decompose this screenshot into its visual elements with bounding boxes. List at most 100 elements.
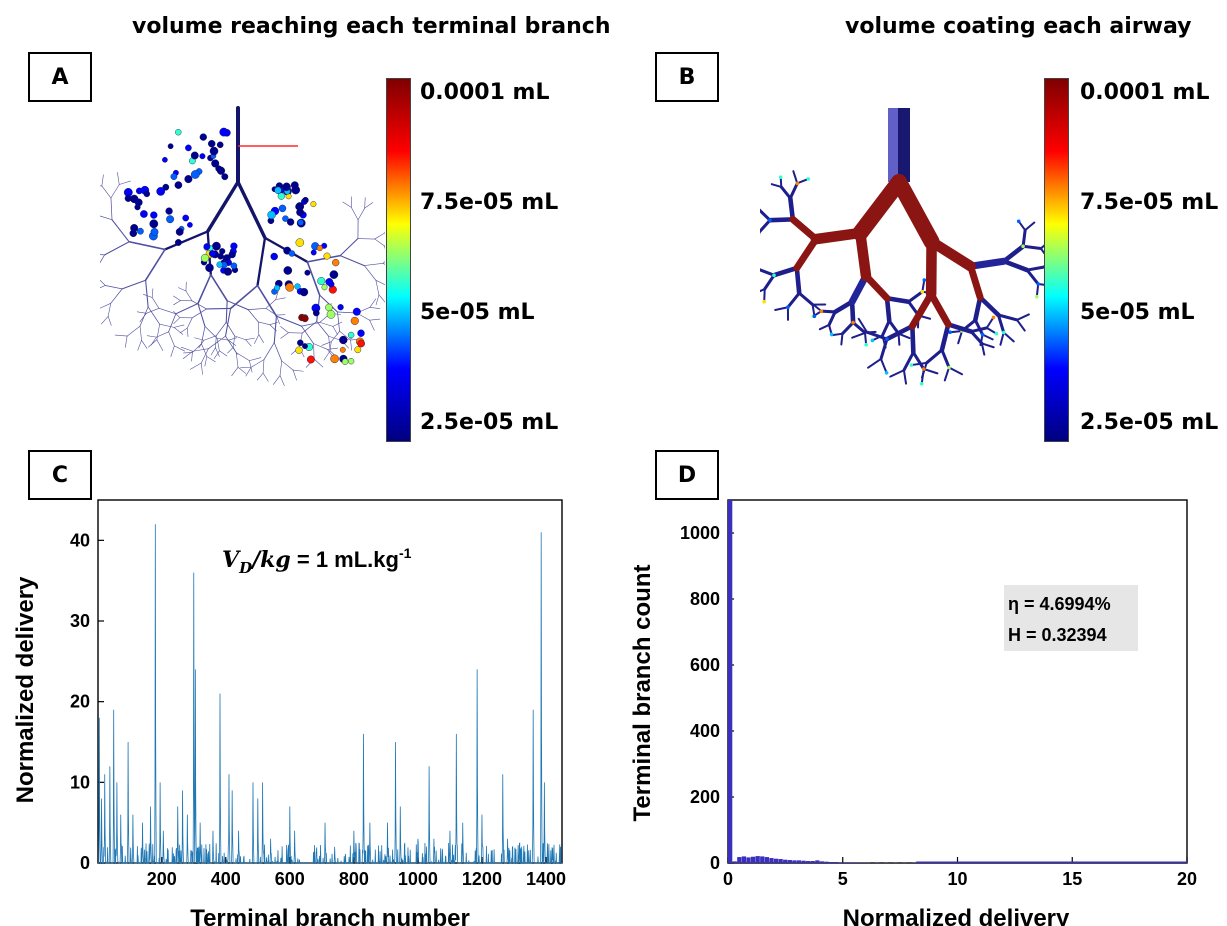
airway-tube bbox=[889, 369, 905, 378]
airway-segment bbox=[235, 352, 250, 361]
chart-d-bar bbox=[769, 858, 774, 863]
chart-c-xtick-label: 200 bbox=[147, 869, 177, 889]
airway-tube bbox=[863, 331, 868, 346]
terminal-sphere bbox=[205, 263, 214, 273]
terminal-sphere bbox=[310, 201, 317, 208]
airway-segment bbox=[148, 339, 158, 348]
airway-segment bbox=[306, 254, 342, 263]
chart-d-bar bbox=[847, 862, 852, 863]
airway-segment bbox=[235, 352, 239, 368]
airway-tip bbox=[1036, 282, 1040, 286]
terminal-sphere bbox=[325, 278, 334, 286]
panel-label-d: D bbox=[655, 450, 719, 500]
terminal-sphere bbox=[187, 222, 193, 228]
airway-tube bbox=[902, 350, 915, 372]
airway-tube bbox=[763, 287, 766, 303]
terminal-sphere bbox=[170, 173, 178, 180]
chart-d-h: H = 0.32394 bbox=[1008, 625, 1107, 645]
airway-tube bbox=[940, 348, 951, 369]
airway-segment bbox=[369, 306, 381, 310]
chart-c-ytick-label: 10 bbox=[70, 772, 90, 792]
airway-segment bbox=[339, 255, 365, 267]
terminal-sphere bbox=[326, 310, 336, 319]
airway-segment bbox=[339, 238, 359, 257]
airway-segment bbox=[163, 230, 209, 251]
airway-segment bbox=[173, 300, 181, 306]
trachea-tube-shade bbox=[898, 108, 910, 182]
airway-segment bbox=[175, 302, 199, 315]
chart-c-ytick-label: 40 bbox=[70, 530, 90, 550]
airway-tube bbox=[907, 290, 924, 304]
airway-tube bbox=[1025, 265, 1046, 272]
airway-tip bbox=[870, 338, 875, 343]
airway-segment bbox=[191, 352, 193, 362]
terminal-sphere bbox=[290, 181, 299, 190]
airway-segment bbox=[279, 360, 283, 376]
airway-segment bbox=[254, 334, 260, 344]
airway-segment bbox=[101, 174, 104, 187]
airway-tube bbox=[770, 183, 783, 188]
airway-tube bbox=[767, 217, 796, 223]
airway-segment bbox=[247, 307, 267, 310]
terminal-sphere bbox=[184, 175, 193, 184]
terminal-sphere bbox=[212, 241, 221, 251]
terminal-sphere bbox=[203, 243, 211, 251]
airway-segment bbox=[364, 197, 366, 209]
airway-tube bbox=[969, 326, 989, 334]
terminal-sphere bbox=[174, 239, 182, 246]
terminal-sphere bbox=[302, 196, 309, 204]
airway-tube bbox=[794, 265, 802, 296]
chart-d-ytick-label: 0 bbox=[710, 853, 720, 873]
terminal-sphere bbox=[167, 143, 174, 150]
terminal-sphere bbox=[330, 354, 339, 364]
airway-tube bbox=[980, 342, 986, 356]
airway-tip bbox=[922, 367, 926, 371]
airway-segment bbox=[232, 335, 236, 348]
airway-tube bbox=[884, 323, 915, 342]
colorbar-b-tick-4: 2.5e-05 mL bbox=[1080, 410, 1219, 435]
panel-b-airway-tree bbox=[760, 108, 1050, 386]
terminal-sphere bbox=[341, 358, 349, 365]
airway-segment bbox=[263, 342, 275, 360]
terminal-sphere bbox=[339, 346, 346, 353]
airway-segment bbox=[118, 180, 131, 185]
terminal-sphere bbox=[150, 211, 158, 219]
airway-tube bbox=[1021, 228, 1027, 248]
airway-segment bbox=[319, 294, 339, 313]
airway-segment bbox=[245, 366, 252, 377]
airway-tube bbox=[865, 330, 889, 341]
terminal-sphere bbox=[316, 245, 323, 252]
airway-segment bbox=[151, 288, 154, 298]
airway-tip bbox=[922, 278, 927, 282]
terminal-sphere bbox=[162, 183, 170, 191]
chart-d-bar bbox=[783, 859, 788, 863]
airway-segment bbox=[141, 339, 148, 349]
airway-segment bbox=[100, 185, 103, 187]
terminal-sphere bbox=[288, 250, 296, 257]
airway-segment bbox=[330, 330, 340, 342]
airway-segment bbox=[173, 317, 181, 325]
airway-segment bbox=[107, 316, 112, 326]
airway-segment bbox=[247, 309, 259, 323]
airway-segment bbox=[265, 299, 276, 309]
terminal-sphere bbox=[329, 270, 339, 279]
airway-segment bbox=[117, 172, 120, 185]
airway-segment bbox=[273, 342, 283, 362]
airway-segment bbox=[306, 261, 321, 296]
airway-segment bbox=[173, 327, 184, 335]
airway-tube bbox=[884, 295, 892, 324]
terminal-sphere bbox=[209, 146, 219, 156]
chart-d-bar bbox=[819, 861, 825, 863]
airway-segment bbox=[216, 337, 229, 341]
terminal-sphere bbox=[174, 181, 183, 189]
terminal-sphere bbox=[299, 287, 309, 297]
airway-segment bbox=[100, 215, 113, 221]
airway-segment bbox=[228, 339, 237, 346]
airway-tube bbox=[857, 317, 869, 334]
airway-segment bbox=[301, 322, 321, 327]
airway-tube bbox=[985, 316, 995, 329]
airway-tube bbox=[957, 329, 964, 345]
airway-tip bbox=[812, 314, 817, 319]
chart-d-eta: η = 4.6994% bbox=[1008, 594, 1111, 614]
airway-segment bbox=[332, 321, 343, 327]
